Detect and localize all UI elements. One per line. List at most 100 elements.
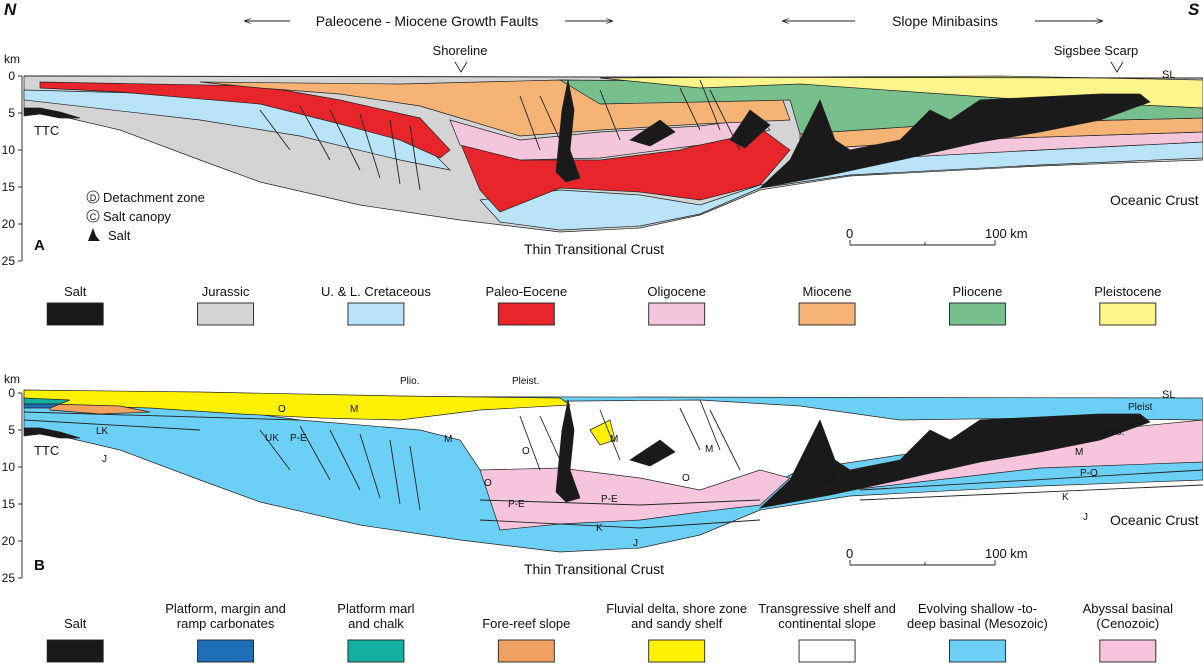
legend-label: ramp carbonates [177,616,275,631]
legend-label: Pleistocene [1094,284,1161,299]
legend-label: Evolving shallow -to- [918,601,1037,616]
panel-a-letter: A [34,237,45,254]
legend-swatch [347,639,405,663]
sigsbee-scarp-label: Sigsbee Scarp [1054,43,1139,58]
legend-swatch [197,302,255,326]
unit-label-m2: M [444,434,452,445]
unit-label-uk: UK [265,433,279,444]
oceanic-crust-label-a: Oceanic Crust [1110,192,1199,208]
legend-swatch [197,639,255,663]
legend-swatch [948,302,1006,326]
shoreline-label: Shoreline [433,43,488,58]
axis-tick-label: 0 [8,386,15,400]
ttc-label-a: TTC [34,123,59,138]
scale-max-a: 100 km [985,226,1028,241]
legend-label: Platform, margin and [165,601,286,616]
legend-label: Jurassic [202,284,250,299]
thin-crust-label-a: Thin Transitional Crust [524,241,664,257]
legend-label: Transgressive shelf and [758,601,896,616]
panel-b-letter: B [34,557,45,574]
unit-label-po: P-O [1080,468,1098,479]
legend-label: Salt [64,284,87,299]
legend-swatch [798,302,856,326]
south-label: S [1188,0,1200,19]
legend-swatch [948,639,1006,663]
detachment-symbol-icon [86,190,100,204]
salt-canopy-label: Salt canopy [103,209,171,224]
unit-label-o3: O [484,478,492,489]
unit-label-m1: M [350,404,358,415]
scale-zero-b: 0 [846,546,853,561]
north-label: N [4,0,17,19]
scale-bar-a: 0 100 km [846,226,1028,246]
legend-swatch [46,639,104,663]
legend-swatch [648,302,706,326]
legend-label: Oligocene [647,284,706,299]
growth-faults-arrow: Paleocene - Miocene Growth Faults [245,13,612,29]
unit-label-j3: J [1083,512,1088,523]
legend-label: continental slope [778,616,876,631]
axis-tick-label: 15 [2,497,16,511]
unit-label-pe2: P-E [508,499,525,510]
scale-zero-a: 0 [846,226,853,241]
axis-tick-label: 0 [8,69,15,83]
unit-label-o4: O [682,473,690,484]
legend-swatch [497,302,555,326]
panel-b-section [23,389,1203,553]
panel-a-section [23,75,1203,233]
legend-label: Miocene [802,284,851,299]
legend-label: Salt [64,616,87,631]
legend-a: Salt Jurassic U. & L. Cretaceous Paleo-Eoce… [46,284,1161,326]
legend-swatch [1099,639,1157,663]
unit-label-pe3: P-E [601,494,618,505]
axis-tick-label: 25 [2,254,16,268]
axis-unit-b: km [4,372,20,386]
unit-label-pleist2: Pleist [1128,402,1153,413]
sigsbee-marker-icon [1110,61,1124,73]
unit-label-o1: O [278,404,286,415]
unit-label-k1: K [596,523,603,534]
detachment-symbol: D [90,193,97,203]
unit-label-pleist: Pleist. [512,376,539,387]
oceanic-crust-label-b: Oceanic Crust [1110,512,1199,528]
legend-label: and chalk [348,616,404,631]
axis-tick-label: 10 [2,143,16,157]
legend-label: (Cenozoic) [1096,616,1159,631]
legend-label: Fluvial delta, shore zone [606,601,747,616]
legend-swatch [497,639,555,663]
depth-axis-b: km 0 5 10 15 20 25 [2,372,23,585]
legend-label: Platform marl [337,601,414,616]
sea-level-label-b: SL [1162,389,1175,401]
panel-a-key: D Detachment zone C Salt canopy Salt [86,190,205,243]
axis-tick-label: 20 [2,534,16,548]
shoreline-marker-icon [454,61,468,73]
sea-level-label-a: SL [1162,69,1175,81]
salt-symbol-icon [88,228,100,241]
axis-unit-a: km [4,52,20,66]
thin-crust-label-b: Thin Transitional Crust [524,561,664,577]
unit-label-m6: M [1075,447,1083,458]
salt-canopy-symbol-icon [86,209,100,223]
salt-canopy-symbol: C [90,212,97,222]
legend-swatch [648,639,706,663]
axis-tick-label: 10 [2,460,16,474]
legend-label: Paleo-Eocene [485,284,567,299]
panel-b-unit-labels: Plio. Pleist. Pleist Plio. O M LK UK P-E J M O M M O O P… [96,376,1153,549]
legend-swatch [1099,302,1157,326]
legend-label: Fore-reef slope [482,616,570,631]
scale-bar-b: 0 100 km [846,546,1028,566]
axis-tick-label: 5 [8,106,15,120]
scale-max-b: 100 km [985,546,1028,561]
axis-tick-label: 15 [2,180,16,194]
salt-key-label: Salt [108,228,131,243]
legend-label: Pliocene [953,284,1003,299]
unit-label-j1: J [102,454,107,465]
axis-tick-label: 25 [2,571,16,585]
legend-label: deep basinal (Mesozoic) [907,616,1048,631]
legend-swatch [798,639,856,663]
unit-label-k2: K [1062,492,1069,503]
growth-faults-label: Paleocene - Miocene Growth Faults [316,13,539,29]
axis-tick-label: 5 [8,423,15,437]
unit-label-m5: M [826,476,834,487]
